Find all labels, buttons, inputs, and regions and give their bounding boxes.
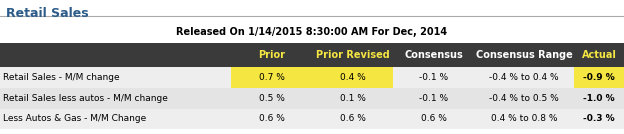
Text: 0.4 % to 0.8 %: 0.4 % to 0.8 % — [491, 114, 557, 123]
FancyBboxPatch shape — [312, 67, 393, 88]
Text: Released On 1/14/2015 8:30:00 AM For Dec, 2014: Released On 1/14/2015 8:30:00 AM For Dec… — [177, 27, 447, 37]
Text: Consensus: Consensus — [404, 50, 463, 60]
FancyBboxPatch shape — [0, 109, 624, 129]
Text: Retail Sales less autos - M/M change: Retail Sales less autos - M/M change — [3, 94, 168, 103]
FancyBboxPatch shape — [312, 43, 393, 67]
Text: 0.6 %: 0.6 % — [421, 114, 447, 123]
FancyBboxPatch shape — [574, 43, 624, 67]
Text: Retail Sales: Retail Sales — [6, 7, 89, 20]
Text: -0.4 % to 0.5 %: -0.4 % to 0.5 % — [489, 94, 559, 103]
FancyBboxPatch shape — [231, 67, 312, 88]
Text: Prior Revised: Prior Revised — [316, 50, 389, 60]
Text: 0.6 %: 0.6 % — [258, 114, 285, 123]
FancyBboxPatch shape — [574, 67, 624, 88]
FancyBboxPatch shape — [393, 43, 474, 67]
Text: 0.5 %: 0.5 % — [258, 94, 285, 103]
Text: Retail Sales - M/M change: Retail Sales - M/M change — [3, 73, 120, 82]
FancyBboxPatch shape — [474, 43, 574, 67]
Text: -0.1 %: -0.1 % — [419, 73, 448, 82]
Text: Consensus Range: Consensus Range — [475, 50, 573, 60]
FancyBboxPatch shape — [0, 67, 624, 88]
Text: -0.9 %: -0.9 % — [583, 73, 615, 82]
Text: -1.0 %: -1.0 % — [583, 94, 615, 103]
FancyBboxPatch shape — [231, 43, 312, 67]
Text: 0.7 %: 0.7 % — [258, 73, 285, 82]
Text: -0.1 %: -0.1 % — [419, 94, 448, 103]
Text: 0.4 %: 0.4 % — [339, 73, 366, 82]
FancyBboxPatch shape — [0, 43, 231, 67]
Text: Actual: Actual — [582, 50, 617, 60]
Text: 0.6 %: 0.6 % — [339, 114, 366, 123]
Text: -0.4 % to 0.4 %: -0.4 % to 0.4 % — [489, 73, 559, 82]
FancyBboxPatch shape — [0, 88, 624, 109]
Text: Less Autos & Gas - M/M Change: Less Autos & Gas - M/M Change — [3, 114, 147, 123]
Text: 0.1 %: 0.1 % — [339, 94, 366, 103]
Text: Prior: Prior — [258, 50, 285, 60]
Text: -0.3 %: -0.3 % — [583, 114, 615, 123]
